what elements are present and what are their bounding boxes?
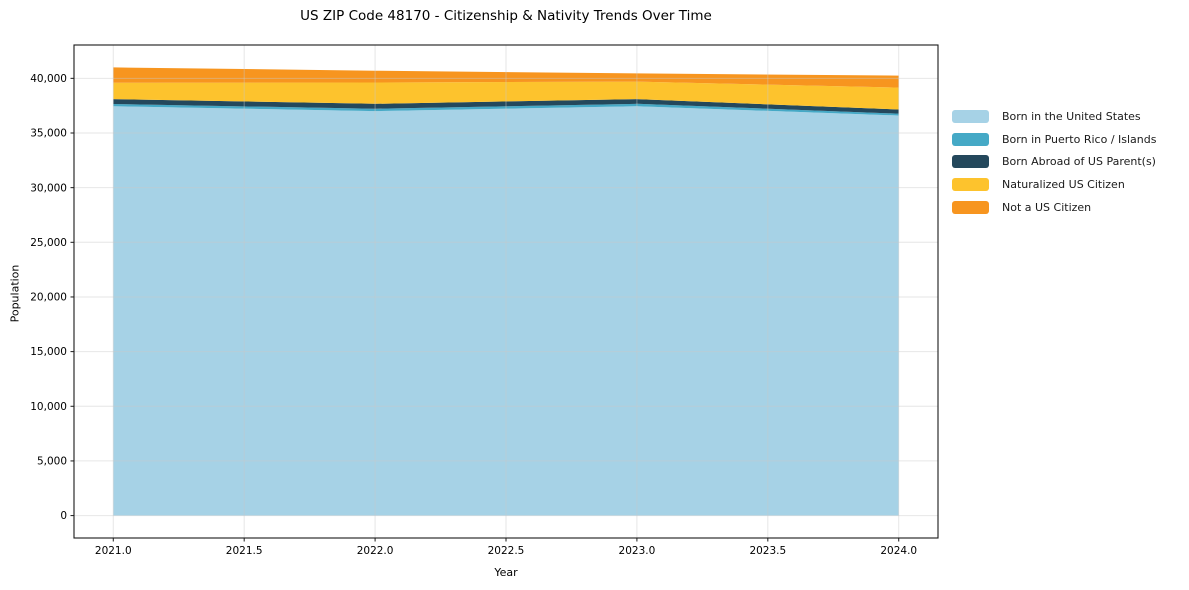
y-tick-label: 35,000 xyxy=(30,128,67,140)
x-tick-label: 2021.5 xyxy=(226,545,263,557)
legend-label: Born Abroad of US Parent(s) xyxy=(1002,155,1156,169)
legend-swatch xyxy=(952,177,989,191)
legend-swatch xyxy=(952,200,989,214)
legend-item: Not a US Citizen xyxy=(952,196,1156,219)
legend: Born in the United States Born in Puerto … xyxy=(952,105,1156,218)
x-tick-label: 2022.0 xyxy=(357,545,394,557)
x-tick-label: 2023.0 xyxy=(619,545,656,557)
x-axis-label: Year xyxy=(494,566,518,579)
legend-label: Not a US Citizen xyxy=(1002,200,1092,214)
x-tick-label: 2022.5 xyxy=(488,545,525,557)
y-tick-label: 15,000 xyxy=(30,346,67,358)
legend-label: Born in the United States xyxy=(1002,109,1141,123)
legend-swatch xyxy=(952,132,989,146)
area-band xyxy=(113,67,899,88)
area-band xyxy=(113,81,899,110)
legend-item: Born Abroad of US Parent(s) xyxy=(952,150,1156,173)
legend-label: Naturalized US Citizen xyxy=(1002,177,1125,191)
legend-item: Born in the United States xyxy=(952,105,1156,128)
x-tick-label: 2024.0 xyxy=(880,545,917,557)
y-tick-label: 30,000 xyxy=(30,182,67,194)
x-tick-label: 2023.5 xyxy=(749,545,786,557)
legend-item: Naturalized US Citizen xyxy=(952,173,1156,196)
y-axis-label: Population xyxy=(8,264,22,323)
y-tick-label: 5,000 xyxy=(37,456,67,468)
legend-label: Born in Puerto Rico / Islands xyxy=(1002,132,1157,146)
legend-swatch xyxy=(952,155,989,169)
legend-item: Born in Puerto Rico / Islands xyxy=(952,128,1156,151)
y-tick-label: 25,000 xyxy=(30,237,67,249)
y-tick-label: 40,000 xyxy=(30,73,67,85)
y-tick-label: 0 xyxy=(60,510,67,522)
area-band xyxy=(113,106,899,516)
y-tick-label: 10,000 xyxy=(30,401,67,413)
area-band xyxy=(113,103,899,116)
area-band xyxy=(113,99,899,114)
chart-title: US ZIP Code 48170 - Citizenship & Nativi… xyxy=(300,8,712,24)
legend-swatch xyxy=(952,109,989,123)
x-tick-label: 2021.0 xyxy=(95,545,132,557)
y-tick-label: 20,000 xyxy=(30,292,67,304)
